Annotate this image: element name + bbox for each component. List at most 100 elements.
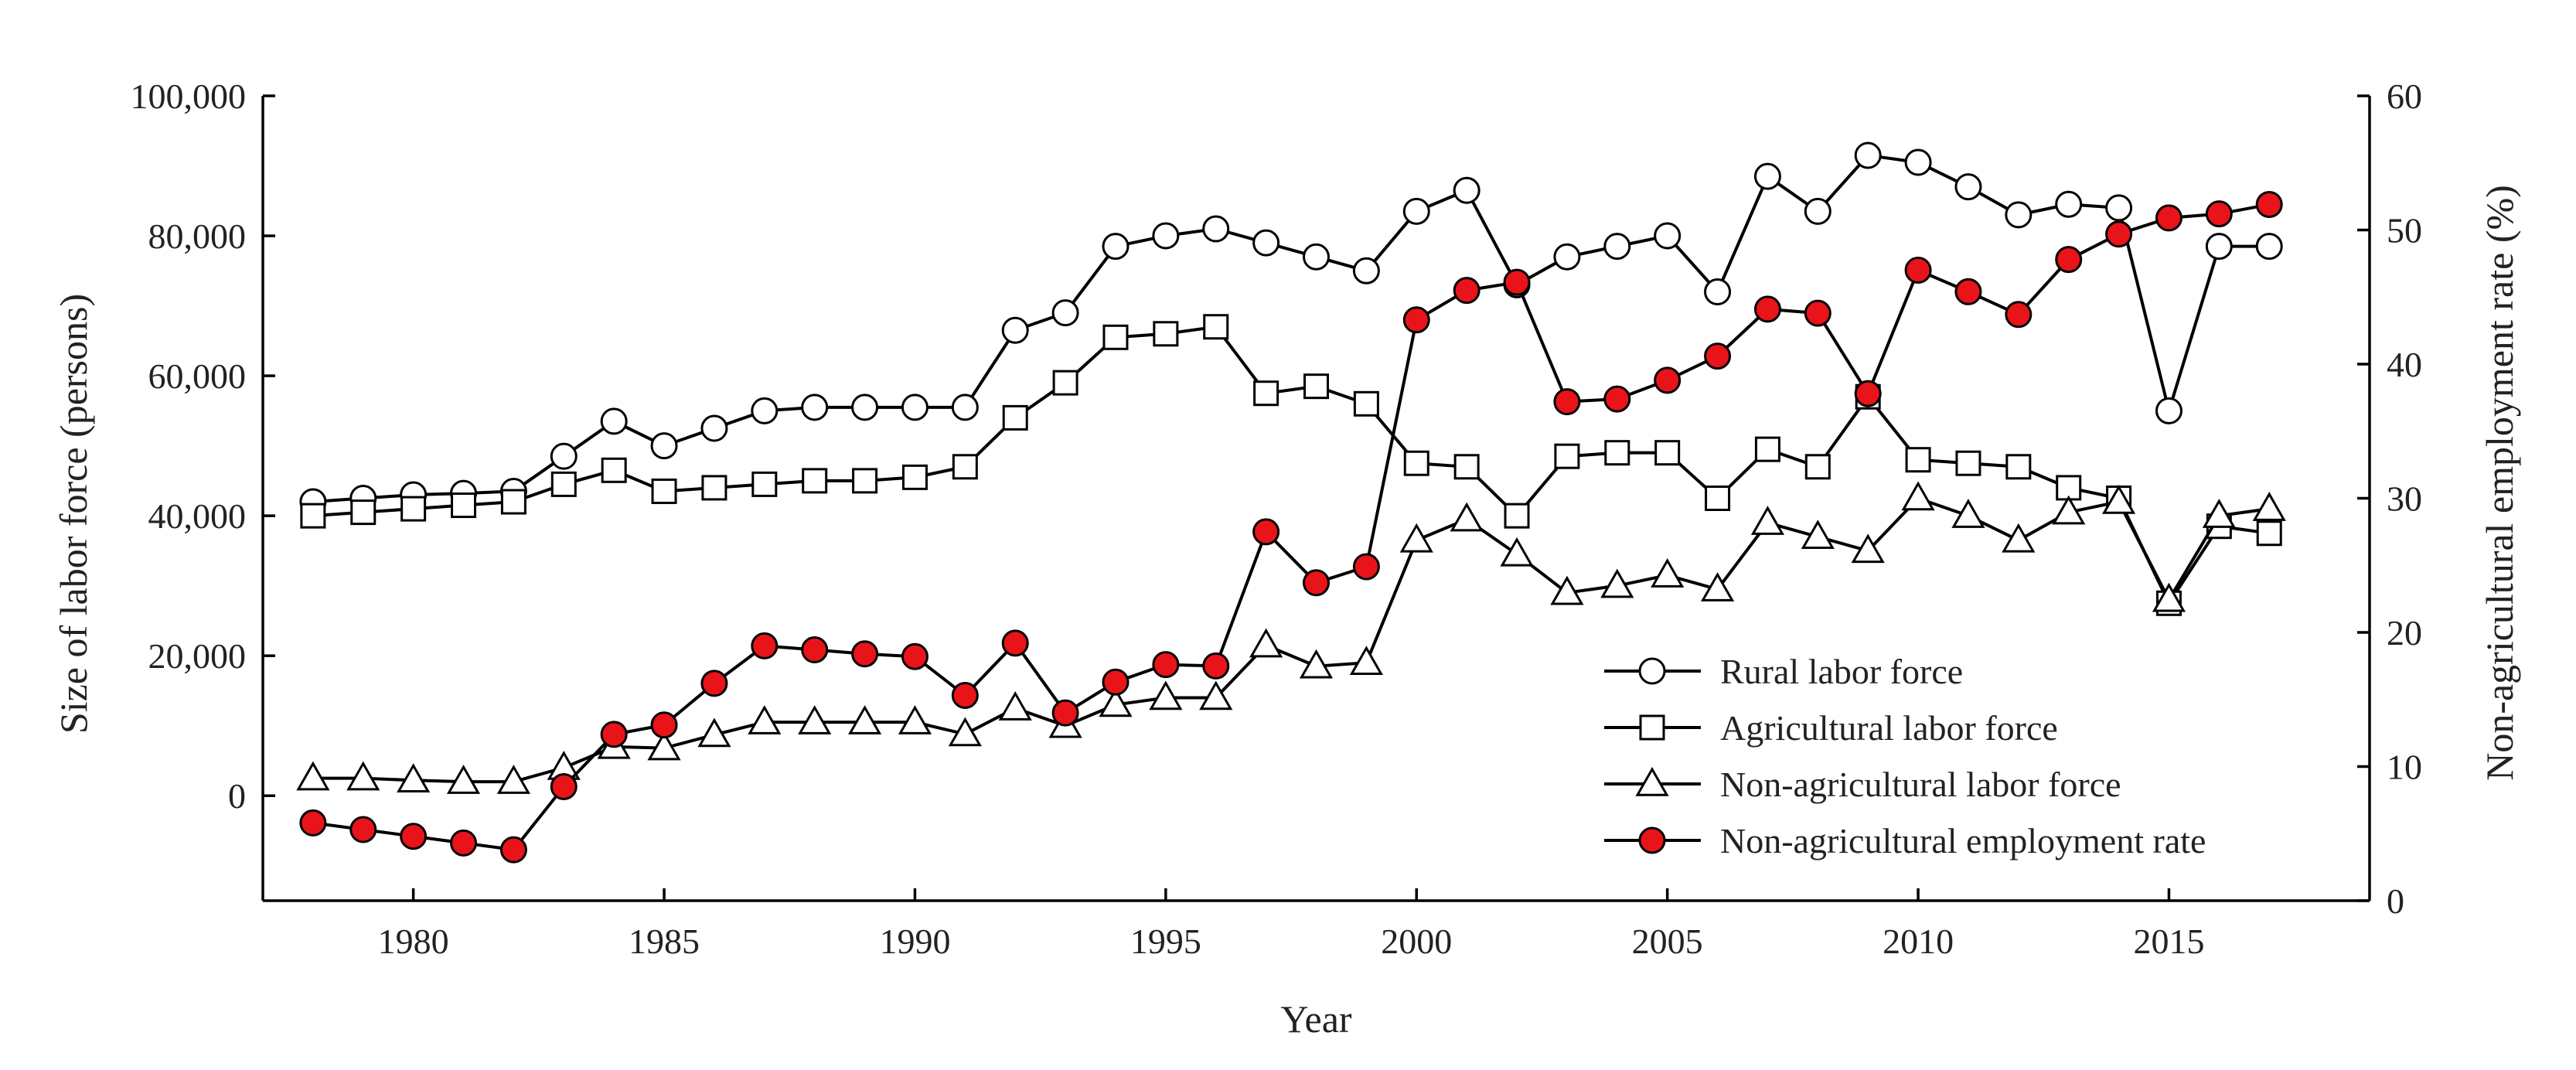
right-tick-label: 30: [2387, 479, 2422, 519]
data-point: [1603, 385, 1631, 413]
data-point: [1804, 197, 1831, 225]
data-point: [650, 432, 678, 460]
legend-entry: Non-agricultural labor force: [1604, 765, 2121, 804]
data-point: [346, 761, 380, 791]
data-point: [1152, 222, 1180, 250]
data-point: [1353, 390, 1379, 417]
right-tick-label: 0: [2387, 881, 2404, 921]
data-point: [1453, 277, 1481, 305]
right-tick-label: 50: [2387, 211, 2422, 250]
x-tick-label: 1980: [378, 922, 449, 961]
data-point: [951, 682, 979, 710]
series-rural-labor-force: [299, 141, 2283, 516]
data-point: [2055, 246, 2083, 274]
series-layer: [296, 141, 2286, 864]
data-point: [901, 464, 928, 490]
data-point: [1600, 568, 1634, 598]
data-point: [1604, 440, 1630, 466]
data-point: [1804, 454, 1831, 480]
data-point: [1753, 162, 1781, 190]
legend-label: Rural labor force: [1720, 652, 1963, 691]
data-point: [1001, 316, 1029, 344]
x-tick-label: 1985: [629, 922, 700, 961]
legend-label: Non-agricultural labor force: [1720, 765, 2121, 804]
data-point: [1854, 141, 1882, 169]
data-point: [1851, 533, 1885, 564]
data-point: [852, 468, 878, 494]
data-point: [1051, 299, 1079, 327]
series-non-agricultural-employment-rate: [299, 191, 2283, 864]
legend-entry: Agricultural labor force: [1604, 708, 2058, 748]
data-point: [898, 705, 932, 734]
data-point: [650, 711, 678, 739]
legend-marker: [1639, 714, 1665, 741]
right-tick-label: 10: [2387, 748, 2422, 787]
data-point: [1352, 257, 1380, 285]
x-axis-title: Year: [1280, 997, 1351, 1041]
data-point: [451, 492, 477, 519]
data-point: [901, 394, 929, 421]
x-tick-label: 2000: [1381, 922, 1452, 961]
data-point: [2255, 233, 2283, 261]
data-point: [500, 489, 526, 515]
data-point: [2005, 301, 2033, 329]
left-tick-label: 100,000: [131, 77, 247, 116]
right-tick-label: 40: [2387, 345, 2422, 384]
data-point: [1202, 652, 1230, 680]
data-point: [2256, 520, 2282, 547]
data-point: [1905, 447, 1931, 473]
data-point: [901, 642, 929, 670]
data-point: [400, 496, 427, 522]
data-point: [2005, 201, 2033, 229]
data-point: [1603, 233, 1631, 261]
data-point: [2052, 495, 2086, 525]
x-tick-label: 1995: [1130, 922, 1201, 961]
data-point: [1954, 278, 1982, 305]
data-point: [1453, 176, 1481, 204]
data-point: [601, 457, 627, 483]
data-point: [2055, 190, 2083, 218]
data-point: [1553, 388, 1581, 416]
data-point: [1901, 481, 1935, 511]
data-point: [1252, 229, 1280, 257]
data-point: [748, 705, 782, 734]
data-point: [349, 816, 377, 843]
data-point: [952, 454, 978, 480]
data-point: [1152, 651, 1180, 679]
data-point: [1202, 215, 1230, 243]
data-point: [948, 717, 982, 747]
data-point: [2205, 200, 2233, 228]
series-line: [312, 203, 2270, 852]
legend-label: Agricultural labor force: [1720, 708, 2058, 748]
data-point: [1403, 450, 1429, 476]
series-agricultural-labor-force: [300, 314, 2282, 616]
left-axis-title: Size of labor force (persons): [52, 294, 95, 734]
left-tick-label: 20,000: [148, 636, 247, 676]
data-point: [2152, 582, 2186, 612]
data-point: [1299, 649, 1334, 679]
data-point: [2202, 499, 2236, 528]
data-point: [847, 705, 882, 734]
data-point: [350, 499, 377, 526]
right-axis-title: Non-agricultural employment rate (%): [2478, 185, 2521, 781]
data-point: [1051, 699, 1079, 727]
legend-entry: Rural labor force: [1604, 652, 1963, 691]
data-point: [1402, 306, 1430, 334]
data-point: [851, 640, 879, 668]
data-point: [1705, 486, 1731, 511]
data-point: [802, 468, 828, 494]
data-point: [1303, 243, 1330, 271]
data-point: [2255, 191, 2283, 219]
data-point: [1102, 324, 1129, 350]
legend-marker: [1638, 657, 1666, 685]
data-point: [446, 765, 481, 794]
data-point: [1199, 680, 1233, 710]
legend-layer: Rural labor force Agricultural labor forc…: [1604, 652, 2206, 860]
legend-label: Non-agricultural employment rate: [1720, 821, 2206, 860]
data-point: [1954, 173, 1982, 201]
data-point: [1052, 370, 1078, 396]
data-point: [1252, 518, 1280, 546]
series-line: [312, 325, 2270, 607]
series-line: [312, 153, 2270, 504]
